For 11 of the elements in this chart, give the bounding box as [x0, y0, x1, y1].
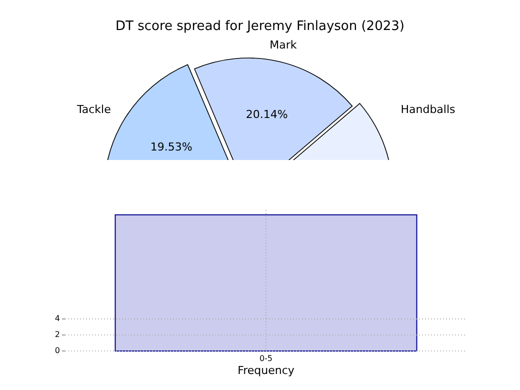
data-label: 20.14%	[246, 108, 288, 122]
y-tick-label: 0	[54, 346, 60, 356]
x-tick-label: 0-5	[259, 354, 273, 363]
slice-label: Handballs	[400, 103, 456, 116]
y-tick-label: 2	[54, 330, 60, 340]
slice-label: Tackle	[76, 102, 112, 116]
slice-label: Mark	[270, 38, 298, 52]
y-tick-label: 4	[54, 314, 60, 324]
chart-title: DT score spread for Jeremy Finlayson (2023)	[116, 19, 404, 34]
x-axis-title: Frequency	[238, 364, 295, 377]
data-label: 19.53%	[150, 140, 192, 154]
